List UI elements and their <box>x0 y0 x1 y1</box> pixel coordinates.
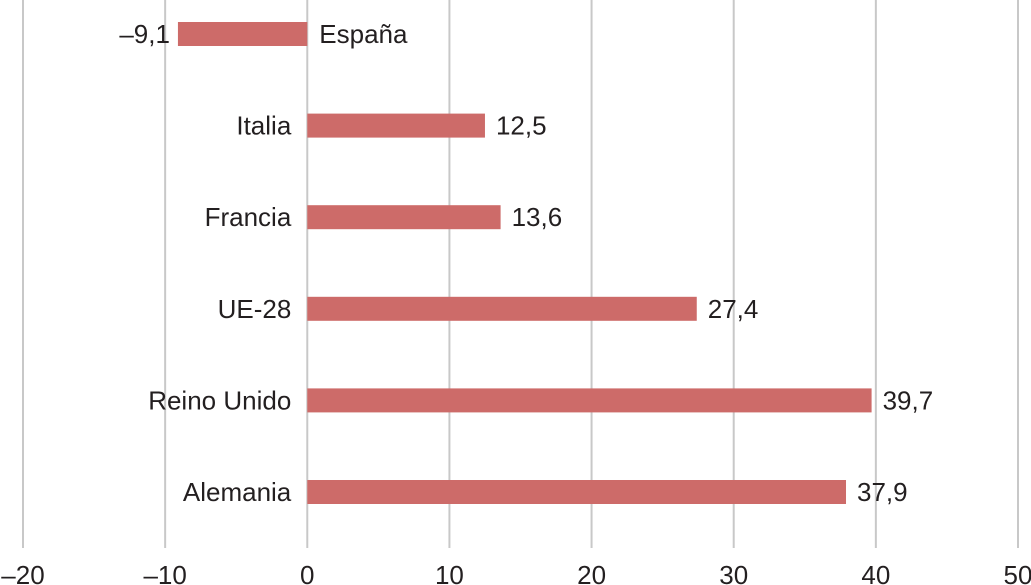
bar <box>307 480 847 504</box>
x-tick-label: 30 <box>719 560 748 585</box>
gridlines <box>22 0 1019 548</box>
data-label: 39,7 <box>883 385 934 415</box>
x-tick-label: –10 <box>143 560 186 585</box>
bars <box>177 22 872 504</box>
bar <box>307 388 872 413</box>
x-axis-ticks: –20 –10 0 10 20 30 40 50 <box>1 560 1031 585</box>
x-tick-label: –20 <box>1 560 44 585</box>
data-label: 37,9 <box>857 477 908 507</box>
bar <box>177 22 308 46</box>
x-tick-label: 40 <box>861 560 890 585</box>
data-label: 12,5 <box>496 111 547 141</box>
data-label: –9,1 <box>119 19 170 49</box>
category-label: Alemania <box>183 477 292 507</box>
category-label: UE-28 <box>218 294 292 324</box>
bar <box>307 296 697 321</box>
category-label: Francia <box>205 202 292 232</box>
x-tick-label: 10 <box>435 560 464 585</box>
category-label: Reino Unido <box>148 385 291 415</box>
x-tick-label: 20 <box>577 560 606 585</box>
data-label: 13,6 <box>512 202 563 232</box>
data-label: 27,4 <box>708 294 759 324</box>
x-tick-label: 50 <box>1004 560 1031 585</box>
x-tick-label: 0 <box>300 560 314 585</box>
bar <box>307 113 485 138</box>
category-label: Italia <box>236 111 291 141</box>
labels: España –9,1 Italia 12,5 Francia 13,6 UE-28 27,4… <box>119 19 933 507</box>
bar <box>307 205 501 230</box>
category-label: España <box>319 19 408 49</box>
